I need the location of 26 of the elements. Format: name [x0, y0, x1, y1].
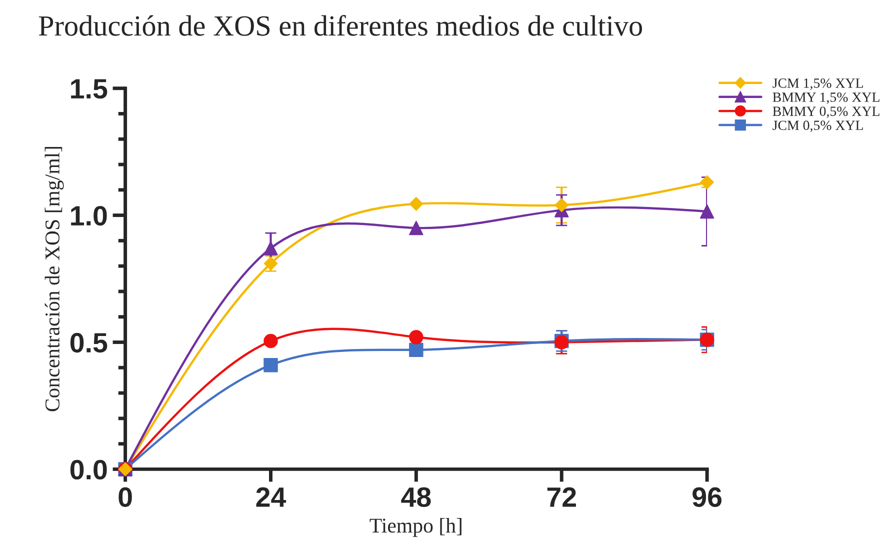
- chart-title: Producción de XOS en diferentes medios de cultivo: [38, 15, 642, 36]
- point: [409, 196, 424, 211]
- x-tick-label: 96: [692, 487, 722, 507]
- legend-label: BMMY 0,5% XYL: [772, 106, 880, 118]
- point: [700, 175, 714, 190]
- x-tick-label: 48: [401, 487, 431, 507]
- legend-label: JCM 1,5% XYL: [772, 78, 863, 90]
- y-tick-label: 0.5: [70, 332, 108, 353]
- point: [700, 204, 714, 219]
- point: [409, 220, 424, 236]
- point: [264, 334, 278, 348]
- point: [409, 342, 424, 357]
- x-axis-title: Tiempo [h]: [370, 518, 462, 537]
- point: [554, 198, 569, 212]
- y-axis-title: Concentración de XOS [mg/ml]: [44, 146, 64, 412]
- point: [409, 330, 424, 344]
- legend-label: JCM 0,5% XYL: [772, 120, 863, 132]
- x-tick-label: 72: [547, 487, 576, 507]
- point: [264, 241, 278, 256]
- x-tick-label: 0: [118, 487, 132, 507]
- legend-label: BMMY 1,5% XYL: [772, 92, 880, 104]
- x-tick-label: 24: [256, 487, 286, 507]
- y-tick-label: 1.5: [71, 79, 108, 99]
- y-tick-label: 0.0: [70, 460, 107, 480]
- point: [264, 358, 278, 372]
- y-tick-label: 1.0: [71, 206, 107, 226]
